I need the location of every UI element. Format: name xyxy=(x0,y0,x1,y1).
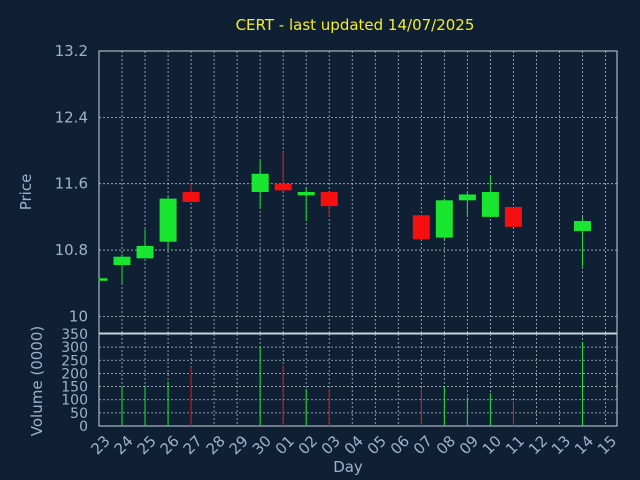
candle-body xyxy=(458,194,476,201)
candle-body xyxy=(251,173,269,192)
candle-body xyxy=(136,245,154,259)
price-candles xyxy=(98,150,591,284)
price-y-tick-label: 13.2 xyxy=(55,42,88,60)
price-plot-frame xyxy=(98,50,618,334)
candle-body xyxy=(113,256,131,265)
candle-24 xyxy=(113,254,131,284)
candle-03 xyxy=(320,192,338,217)
volume-y-tick-label: 250 xyxy=(61,353,88,369)
volume-y-tick-label: 350 xyxy=(61,327,88,343)
volume-y-tick-label: 200 xyxy=(61,366,88,382)
candle-27 xyxy=(182,183,200,202)
price-y-tick-label: 10.8 xyxy=(55,241,88,259)
candle-body xyxy=(481,192,499,217)
volume-y-tick-label: 100 xyxy=(61,393,88,409)
candle-body xyxy=(320,192,338,207)
candle-10 xyxy=(481,175,499,217)
candle-body xyxy=(412,215,430,240)
price-y-tick-label: 12.4 xyxy=(55,108,88,126)
candle-23 xyxy=(98,278,108,281)
price-y-tick-label: 11.6 xyxy=(55,175,88,193)
volume-y-tick-label: 150 xyxy=(61,380,88,396)
volume-y-tick-label: 0 xyxy=(79,419,88,435)
candle-body xyxy=(573,221,591,231)
volume-bars xyxy=(121,341,583,426)
price-y-ticks: 13.2 12.4 11.6 10.8 10 xyxy=(55,42,88,325)
price-axis-label: Price xyxy=(17,174,35,211)
candle-09 xyxy=(458,192,476,217)
candle-body xyxy=(274,183,292,191)
candle-body xyxy=(297,192,315,196)
candle-26 xyxy=(159,196,177,251)
x-ticks: 2324252627282930010203040506070809101112… xyxy=(88,432,621,458)
candle-11 xyxy=(504,206,522,227)
volume-plot-frame xyxy=(98,333,618,427)
candle-body xyxy=(435,200,453,238)
candle-30 xyxy=(251,160,269,209)
volume-y-tick-label: 50 xyxy=(70,406,88,422)
candle-01 xyxy=(274,150,292,191)
candle-02 xyxy=(297,187,315,222)
candle-body xyxy=(504,206,522,227)
chart-title: CERT - last updated 14/07/2025 xyxy=(236,16,475,34)
candle-08 xyxy=(435,198,453,241)
candle-14 xyxy=(573,216,591,267)
x-axis-label: Day xyxy=(333,458,363,476)
candle-body xyxy=(159,198,177,242)
candle-07 xyxy=(412,215,430,240)
volume-y-tick-label: 300 xyxy=(61,340,88,356)
candle-body xyxy=(99,278,108,281)
candle-25 xyxy=(136,229,154,259)
candle-body xyxy=(182,192,200,202)
volume-axis-label: Volume (0000) xyxy=(28,326,46,436)
price-y-tick-label: 10 xyxy=(69,307,88,325)
